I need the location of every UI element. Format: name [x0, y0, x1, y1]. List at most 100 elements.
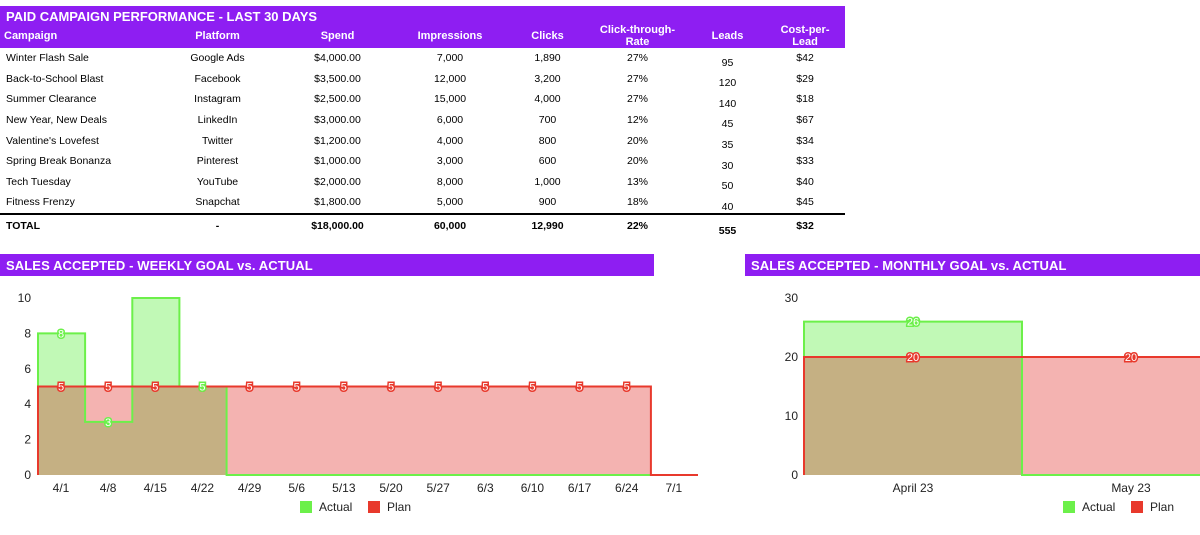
table-row: Summer Clearance Instagram $2,500.00 15,000…: [0, 89, 845, 109]
legend-label-plan: Plan: [387, 500, 411, 514]
y-tick-label: 10: [18, 291, 32, 305]
table-total-row: TOTAL - $18,000.00 60,000 12,990 22% 555 $32: [0, 212, 846, 237]
table-cell: 12%: [626, 114, 648, 127]
table-cell: Twitter: [202, 134, 233, 147]
campaign-performance-table-panel: PAID CAMPAIGN PERFORMANCE - LAST 30 DAYS…: [0, 6, 846, 237]
plan-data-label: 5: [624, 382, 630, 394]
x-tick-label: May 23: [1111, 481, 1151, 495]
actual-line: [37, 297, 698, 476]
table-cell: $4,000.00: [314, 52, 361, 65]
plan-data-label: 5: [482, 382, 488, 394]
table-cell: Tech Tuesday: [6, 175, 71, 188]
y-tick-label: 10: [785, 409, 799, 423]
overlap-area: [38, 386, 698, 475]
x-tick-label: 5/13: [332, 481, 356, 495]
table-cell: 120: [718, 77, 737, 90]
weekly-chart-title: SALES ACCEPTED - WEEKLY GOAL vs. ACTUAL: [0, 254, 654, 276]
table-cell: Winter Flash Sale: [6, 52, 89, 65]
table-cell: 13%: [626, 175, 648, 188]
y-tick-label: 8: [24, 326, 31, 340]
table-cell: New Year, New Deals: [6, 114, 107, 127]
table-cell: $29: [796, 72, 814, 85]
table-cell: $18: [796, 93, 814, 106]
total-cell: -: [150, 212, 285, 237]
actual-data-label: 26: [907, 317, 919, 329]
table-cell: $42: [796, 52, 814, 65]
x-tick-label: 5/27: [426, 481, 450, 495]
total-cell: 12,990: [510, 212, 585, 237]
table-cell: $1,800.00: [314, 196, 361, 209]
y-tick-label: 30: [785, 291, 799, 305]
x-tick-label: 7/1: [666, 481, 683, 495]
plan-data-label: 5: [247, 382, 253, 394]
table-cell: 3,000: [436, 155, 464, 168]
plan-line: [37, 385, 698, 476]
x-tick-label: 5/20: [379, 481, 403, 495]
legend-swatch-actual: [300, 501, 312, 513]
column-header: Platform: [150, 24, 285, 48]
column-header: Leads: [690, 24, 765, 48]
y-tick-label: 0: [24, 468, 31, 482]
table-cell: 900: [538, 196, 557, 209]
actual-data-label: 5: [199, 382, 205, 394]
monthly-goal-vs-actual-chart: 0 10 20 30 April 23 May 23 20 20 26 Actual Plan: [785, 291, 1200, 514]
table-cell: $3,500.00: [314, 72, 361, 85]
table-cell: 95: [721, 56, 734, 69]
table-cell: Fitness Frenzy: [6, 196, 75, 209]
legend-swatch-actual: [1063, 501, 1075, 513]
x-tick-label: 6/3: [477, 481, 494, 495]
table-cell: $2,500.00: [314, 93, 361, 106]
overlap-area: [804, 357, 1200, 475]
plan-data-label: 5: [577, 382, 583, 394]
column-header: Clicks: [510, 24, 585, 48]
table-cell: 1,000: [534, 175, 561, 188]
column-header: Cost-per-Lead: [765, 24, 846, 48]
table-header-row: Campaign Platform Spend Impressions Clicks Cl…: [0, 24, 846, 48]
y-tick-label: 4: [24, 397, 31, 411]
total-cell: $18,000.00: [285, 212, 390, 237]
plan-line: [803, 356, 1200, 475]
total-cell: TOTAL: [0, 212, 150, 237]
table-cell: Facebook: [194, 72, 241, 85]
plan-data-label: 5: [388, 382, 394, 394]
table-cell: 27%: [626, 93, 648, 106]
y-tick-label: 20: [785, 350, 799, 364]
x-tick-label: 6/24: [615, 481, 639, 495]
table-cell: 7,000: [436, 52, 464, 65]
actual-data-label: 3: [105, 417, 111, 429]
table-cell: Snapchat: [195, 196, 240, 209]
table-cell: Pinterest: [196, 155, 239, 168]
table-cell: $33: [796, 155, 814, 168]
table-cell: 4,000: [534, 93, 561, 106]
table-row: Valentine's Lovefest Twitter $1,200.00 4,00…: [0, 130, 845, 151]
monthly-chart-title: SALES ACCEPTED - MONTHLY GOAL vs. ACTUAL: [745, 254, 1200, 276]
plan-data-label: 5: [58, 382, 64, 394]
x-tick-label: 6/17: [568, 481, 592, 495]
table-cell: 20%: [626, 155, 648, 168]
table-cell: 30: [721, 159, 734, 172]
plan-data-label: 5: [294, 382, 300, 394]
table-cell: $45: [796, 196, 814, 209]
plan-data-label: 20: [907, 352, 919, 364]
table-cell: Spring Break Bonanza: [6, 155, 112, 168]
column-header: Campaign: [0, 24, 150, 48]
table-cell: $3,000.00: [314, 114, 361, 127]
x-tick-label: 6/10: [521, 481, 545, 495]
table-cell: 27%: [626, 72, 648, 85]
table-body: Winter Flash Sale Google Ads $4,000.00 7,00…: [0, 48, 845, 214]
table-cell: 18%: [626, 196, 648, 209]
x-tick-label: April 23: [893, 481, 934, 495]
plan-data-label: 5: [341, 382, 347, 394]
legend-swatch-plan: [1131, 501, 1143, 513]
table-cell: 50: [721, 180, 734, 193]
table-cell: Google Ads: [190, 52, 245, 65]
table-cell: 800: [538, 134, 557, 147]
actual-data-label: 8: [58, 328, 64, 340]
table-cell: 5,000: [436, 196, 464, 209]
y-tick-label: 0: [791, 468, 798, 482]
plan-data-label: 5: [199, 382, 205, 394]
table-cell: $67: [796, 114, 814, 127]
table-cell: 12,000: [433, 72, 467, 85]
table-row: Tech Tuesday YouTube $2,000.00 8,000 1,000 13…: [0, 172, 845, 193]
table-cell: 15,000: [433, 93, 467, 106]
